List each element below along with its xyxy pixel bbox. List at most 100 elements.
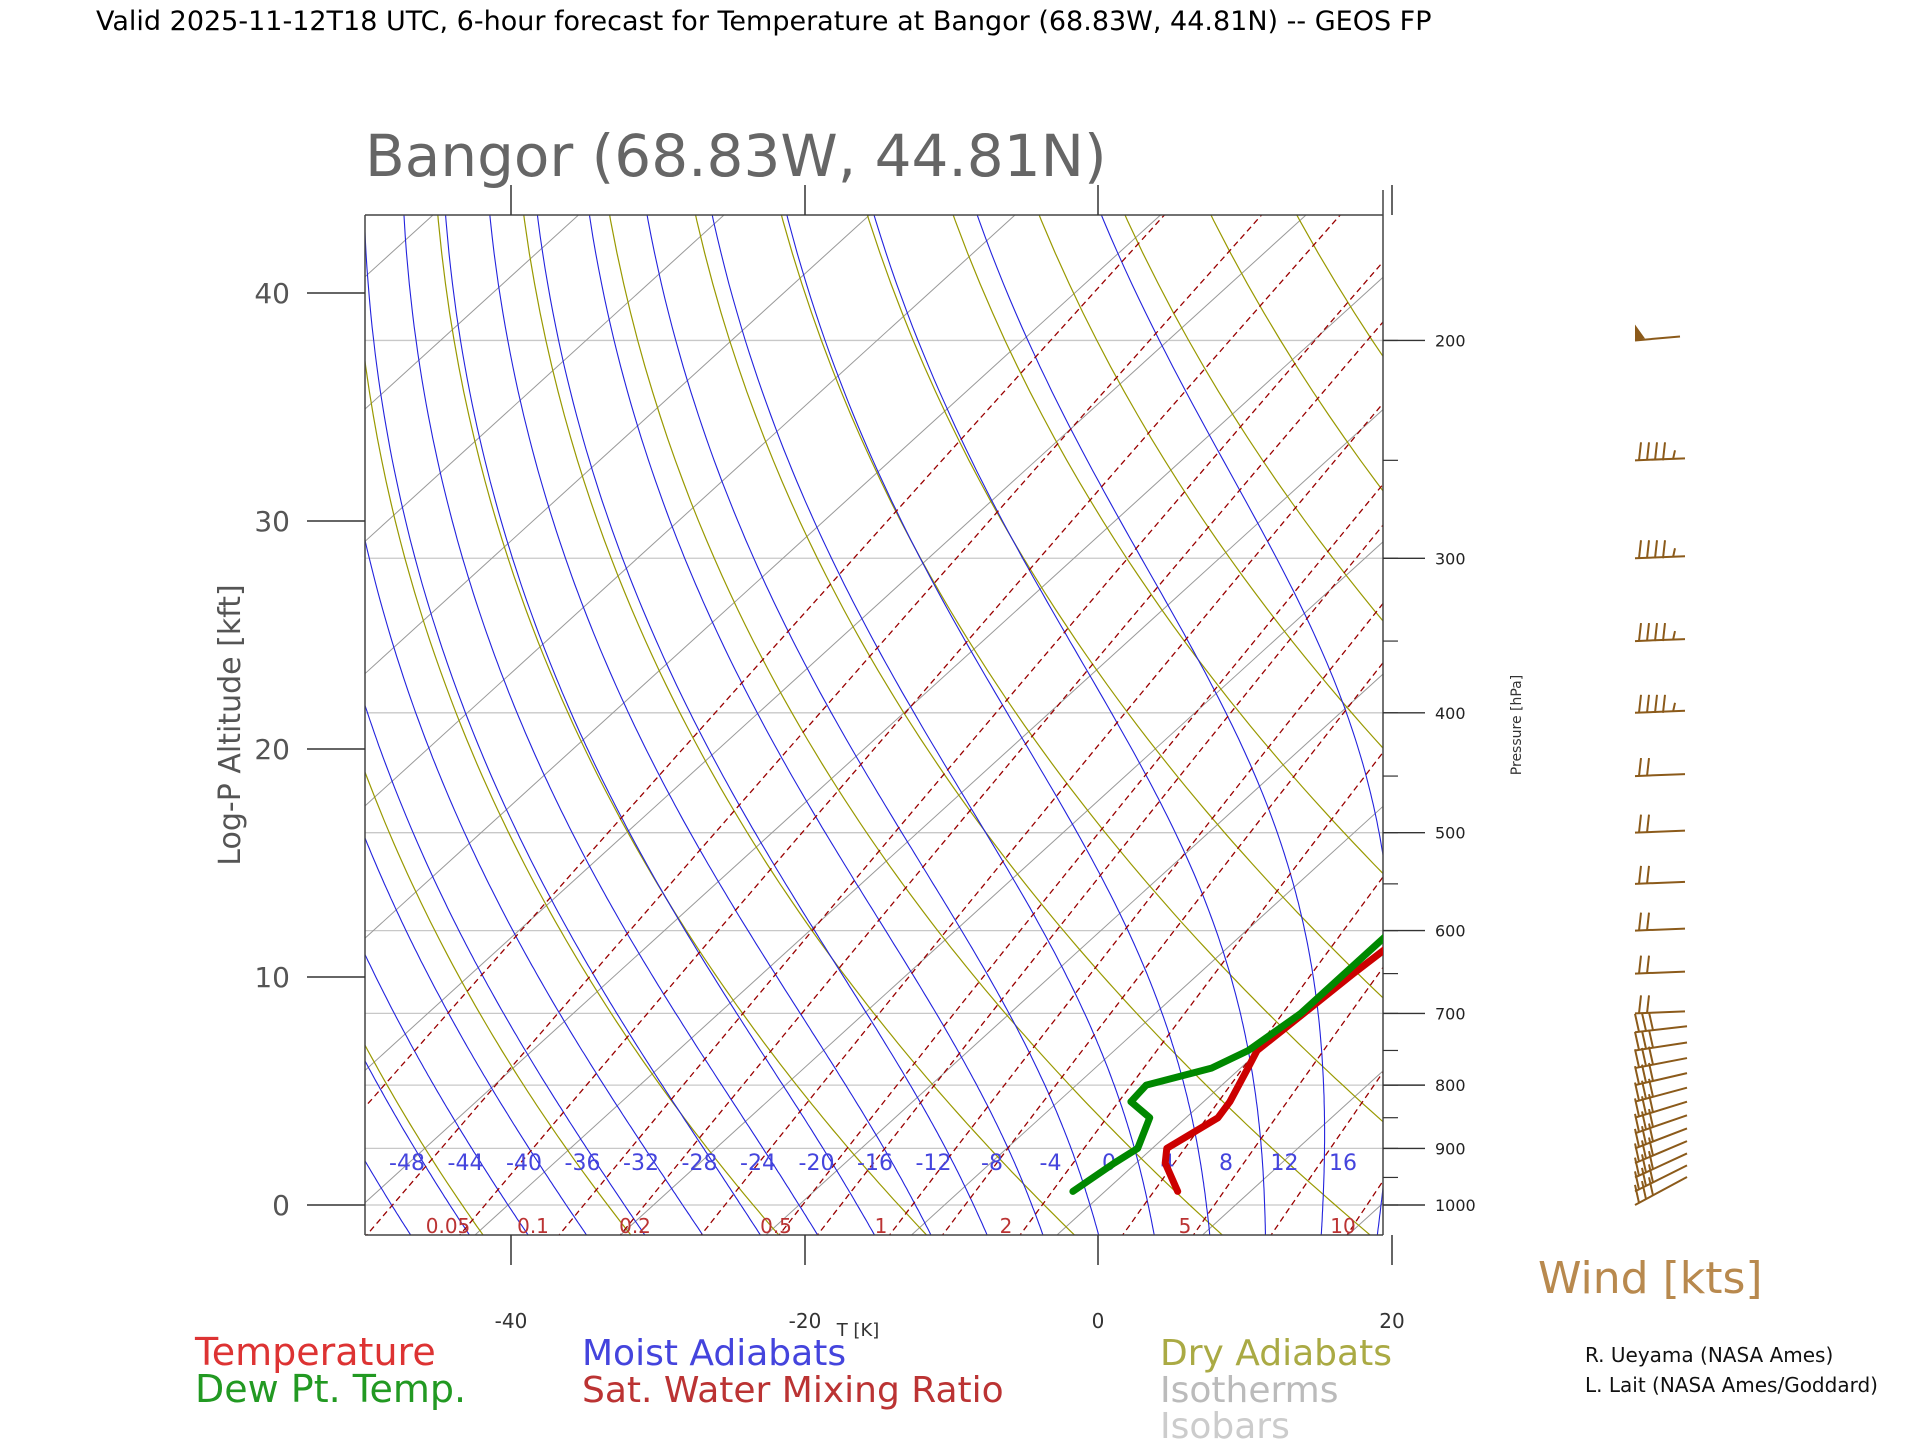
wind-barb-flag <box>1649 1047 1653 1065</box>
mixing-ratio-line <box>934 186 1765 1246</box>
wind-barb-flag <box>1647 623 1649 641</box>
dry-adiabat-line <box>1789 186 1920 1246</box>
moist-adiabat-label: -4 <box>1040 1151 1062 1176</box>
mixing-ratio-line <box>1186 186 1920 1246</box>
wind-barb <box>1635 758 1685 776</box>
wind-barb-flag <box>1663 540 1665 558</box>
moist-adiabat-label: -16 <box>857 1151 893 1176</box>
wind-barb-flag <box>1647 758 1649 776</box>
moist-adiabat-label: -44 <box>448 1151 484 1176</box>
moist-adiabat-line <box>215 186 536 1246</box>
wind-barb-flag <box>1639 758 1641 776</box>
moist-adiabat-line <box>487 186 936 1246</box>
moist-adiabat-label: -12 <box>916 1151 952 1176</box>
mixing-ratio-line <box>770 186 1631 1246</box>
wind-barb <box>1635 956 1685 974</box>
dry-adiabat-line <box>858 186 1681 1246</box>
wind-barb <box>1635 815 1685 833</box>
legend-dewpoint: Dew Pt. Temp. <box>195 1367 466 1411</box>
dry-adiabat-line <box>266 186 640 1246</box>
pressure-tick-label: 900 <box>1435 1139 1466 1158</box>
wind-barb-flag <box>1639 442 1641 460</box>
y-tick-label: 20 <box>254 733 290 766</box>
pressure-axis-label: Pressure [hPa] <box>1509 675 1525 775</box>
y-tick-label: 30 <box>254 505 290 538</box>
wind-barb <box>1635 995 1685 1013</box>
wind-barb-flag <box>1647 540 1649 558</box>
moist-adiabat-line <box>289 186 653 1246</box>
wind-barb-staff <box>1635 972 1685 974</box>
moist-adiabat-label: -8 <box>981 1151 1003 1176</box>
wind-barb-flag <box>1639 956 1641 974</box>
mixing-ratio-line <box>243 186 1191 1246</box>
x-tick-label: 0 <box>1092 1309 1105 1333</box>
wind-barb-staff <box>1635 929 1685 931</box>
wind-barb-flag <box>1649 1012 1653 1030</box>
dry-adiabat-line <box>774 186 1533 1246</box>
y-tick-label: 40 <box>254 277 290 310</box>
wind-barb <box>1635 1012 1687 1032</box>
isotherm-line <box>0 215 579 1235</box>
wind-barb <box>1635 324 1680 340</box>
legend-moist-adiabats: Moist Adiabats <box>582 1333 846 1374</box>
legend-isotherms: Isotherms <box>1160 1370 1338 1411</box>
dry-adiabat-line <box>943 186 1830 1246</box>
wind-barb <box>1635 1151 1687 1177</box>
pressure-tick-label: 1000 <box>1435 1196 1476 1215</box>
wind-barb-flag <box>1639 623 1641 641</box>
wind-barb <box>1635 1177 1687 1205</box>
credit-line-1: R. Ueyama (NASA Ames) <box>1585 1343 1833 1367</box>
pressure-tick-label: 700 <box>1435 1004 1466 1023</box>
wind-barb-staff <box>1635 1042 1687 1050</box>
pressure-tick-label: 200 <box>1435 331 1466 350</box>
wind-barb-flag <box>1647 995 1649 1013</box>
wind-barb-flag <box>1647 442 1649 460</box>
valid-time-caption: Valid 2025-11-12T18 UTC, 6-hour forecast… <box>96 6 1432 37</box>
wind-barb-staff <box>1635 1026 1687 1032</box>
legend-dry-adiabats: Dry Adiabats <box>1160 1333 1392 1374</box>
wind-barb-flag <box>1647 913 1649 931</box>
wind-barb-flag <box>1635 1032 1639 1050</box>
moist-adiabat-line <box>141 186 418 1246</box>
wind-barb <box>1635 1030 1687 1051</box>
moist-adiabat-label: -24 <box>740 1151 776 1176</box>
moist-adiabat-label: -28 <box>682 1151 718 1176</box>
mixing-ratio-line <box>1423 186 1920 1246</box>
wind-barb-flag <box>1655 623 1657 641</box>
wind-barb-flag <box>1642 1031 1646 1049</box>
wind-barb <box>1635 695 1685 713</box>
moist-adiabat-label: -36 <box>565 1151 601 1176</box>
background-lines <box>0 186 1920 1246</box>
mixing-ratio-line <box>1012 186 1829 1246</box>
dry-adiabat-line <box>1873 186 1920 1246</box>
moist-adiabat-line <box>866 186 1266 1246</box>
moist-adiabat-label: -20 <box>799 1151 835 1176</box>
isotherm-line <box>621 215 1743 1235</box>
wind-barb-staff <box>1635 774 1685 776</box>
wind-barb-flag <box>1655 695 1657 713</box>
moist-adiabat-line <box>706 186 1156 1246</box>
wind-barb <box>1635 442 1685 460</box>
wind-barb-staff <box>1635 1058 1687 1068</box>
legend-mixing-ratio: Sat. Water Mixing Ratio <box>582 1370 1004 1411</box>
moist-adiabat-label: 8 <box>1219 1151 1233 1176</box>
x-tick-label: -40 <box>495 1309 528 1333</box>
moist-adiabat-line <box>403 186 825 1246</box>
wind-barb-pennant <box>1635 324 1645 340</box>
wind-barb-flag <box>1635 1014 1639 1032</box>
pressure-tick-label: 600 <box>1435 922 1466 941</box>
wind-barb-flag <box>1655 540 1657 558</box>
dry-adiabat-line <box>1535 186 1920 1246</box>
x-tick-label: -20 <box>789 1309 822 1333</box>
mixing-ratio-line <box>550 186 1449 1246</box>
wind-barb-flag <box>1642 1048 1646 1066</box>
pressure-tick-label: 400 <box>1435 704 1466 723</box>
wind-barb <box>1635 623 1685 641</box>
pressure-tick-label: 300 <box>1435 549 1466 568</box>
mixing-ratio-line <box>611 186 1500 1246</box>
wind-barb-staff <box>1635 556 1685 558</box>
wind-barb-staff <box>1635 1073 1687 1085</box>
